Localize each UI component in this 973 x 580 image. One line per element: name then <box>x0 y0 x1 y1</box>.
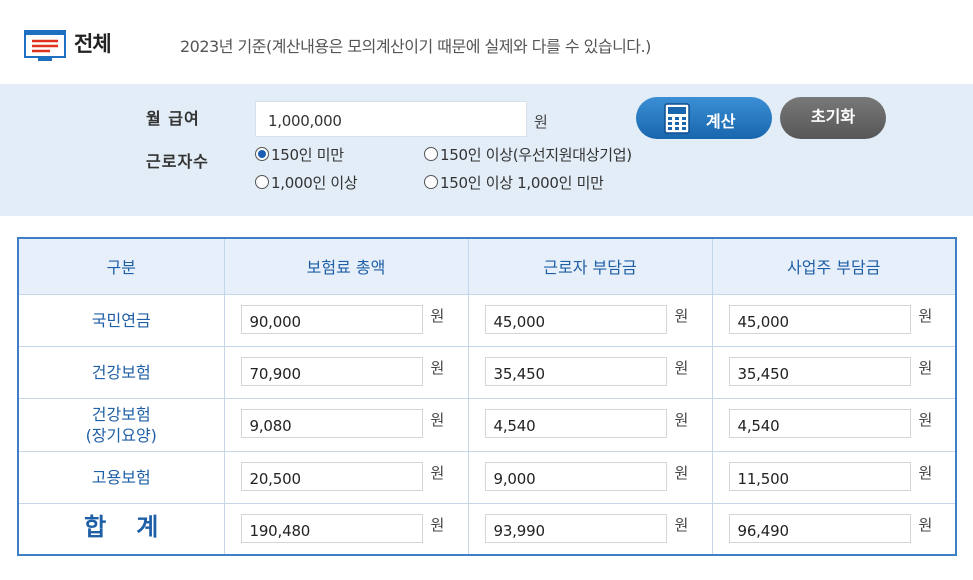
salary-input[interactable]: 1,000,000 <box>255 101 527 137</box>
row-label: 국민연금 <box>17 293 225 347</box>
unit-label: 원 <box>918 515 933 534</box>
radio-button[interactable] <box>424 175 438 189</box>
workers-label: 근로자수 <box>146 152 209 171</box>
page-title: 전체 <box>74 32 112 56</box>
table-row-total: 합계 190,480 원 93,990 원 96,490 원 <box>17 502 957 556</box>
unit-label: 원 <box>918 463 933 482</box>
column-header-total: 보험료 총액 <box>223 237 469 295</box>
salary-unit: 원 <box>534 113 548 131</box>
employer-field[interactable]: 35,450 <box>728 356 911 386</box>
row-label: 건강보험 (장기요양) <box>17 397 225 452</box>
unit-label: 원 <box>918 410 933 429</box>
row-label: 건강보험 <box>17 345 225 399</box>
calculator-icon <box>664 103 690 134</box>
employer-field[interactable]: 4,540 <box>728 408 911 438</box>
radio-button[interactable] <box>255 175 269 189</box>
total-field[interactable]: 70,900 <box>240 356 423 386</box>
unit-label: 원 <box>430 515 445 534</box>
unit-label: 원 <box>918 358 933 377</box>
table-row: 고용보험 20,500 원 9,000 원 11,500 원 <box>17 450 957 504</box>
row-label-line1: 건강보험 <box>91 404 151 424</box>
column-header-employer: 사업주 부담금 <box>711 237 957 295</box>
unit-label: 원 <box>430 410 445 429</box>
document-list-icon <box>24 30 66 61</box>
header: 전체 2023년 기준(계산내용은 모의계산이기 때문에 실제와 다를 수 있습… <box>0 0 973 84</box>
employee-sum-field[interactable]: 93,990 <box>484 513 667 543</box>
calculator-form: 월 급여 1,000,000 원 계산 초기화 근로자수 150인 미만 150… <box>0 84 973 216</box>
unit-label: 원 <box>674 463 689 482</box>
employee-field[interactable]: 9,000 <box>484 461 667 491</box>
radio-over-1000[interactable]: 1,000인 이상 <box>255 172 358 193</box>
radio-under-150[interactable]: 150인 미만 <box>255 144 344 165</box>
row-label-line2: (장기요양) <box>85 425 157 445</box>
table-row: 건강보험 (장기요양) 9,080 원 4,540 원 4,540 원 <box>17 397 957 452</box>
table-row: 국민연금 90,000 원 45,000 원 45,000 원 <box>17 293 957 347</box>
unit-label: 원 <box>674 515 689 534</box>
employee-field[interactable]: 45,000 <box>484 304 667 334</box>
reset-button[interactable]: 초기화 <box>780 97 886 139</box>
table-header-row: 구분 보험료 총액 근로자 부담금 사업주 부담금 <box>17 237 957 295</box>
unit-label: 원 <box>430 463 445 482</box>
unit-label: 원 <box>918 306 933 325</box>
total-sum-field[interactable]: 190,480 <box>240 513 423 543</box>
radio-over-150-priority[interactable]: 150인 이상(우선지원대상기업) <box>424 144 632 165</box>
employer-sum-field[interactable]: 96,490 <box>728 513 911 543</box>
unit-label: 원 <box>674 306 689 325</box>
unit-label: 원 <box>674 358 689 377</box>
radio-button-selected[interactable] <box>255 147 269 161</box>
row-label: 고용보험 <box>17 450 225 504</box>
employer-field[interactable]: 45,000 <box>728 304 911 334</box>
calculate-label: 계산 <box>706 112 736 131</box>
table-row: 건강보험 70,900 원 35,450 원 35,450 원 <box>17 345 957 399</box>
calculate-button[interactable]: 계산 <box>636 97 772 139</box>
total-field[interactable]: 20,500 <box>240 461 423 491</box>
column-header-employee: 근로자 부담금 <box>467 237 713 295</box>
total-field[interactable]: 9,080 <box>240 408 423 438</box>
employee-field[interactable]: 35,450 <box>484 356 667 386</box>
result-table: 구분 보험료 총액 근로자 부담금 사업주 부담금 국민연금 90,000 원 4… <box>17 237 957 556</box>
salary-label: 월 급여 <box>146 109 200 128</box>
radio-button[interactable] <box>424 147 438 161</box>
employer-field[interactable]: 11,500 <box>728 461 911 491</box>
unit-label: 원 <box>430 306 445 325</box>
unit-label: 원 <box>430 358 445 377</box>
column-header-category: 구분 <box>17 237 225 295</box>
basis-note: 2023년 기준(계산내용은 모의계산이기 때문에 실제와 다를 수 있습니다.… <box>180 37 651 56</box>
sum-label: 합계 <box>84 513 189 542</box>
total-field[interactable]: 90,000 <box>240 304 423 334</box>
unit-label: 원 <box>674 410 689 429</box>
employee-field[interactable]: 4,540 <box>484 408 667 438</box>
radio-150-to-1000[interactable]: 150인 이상 1,000인 미만 <box>424 172 604 193</box>
